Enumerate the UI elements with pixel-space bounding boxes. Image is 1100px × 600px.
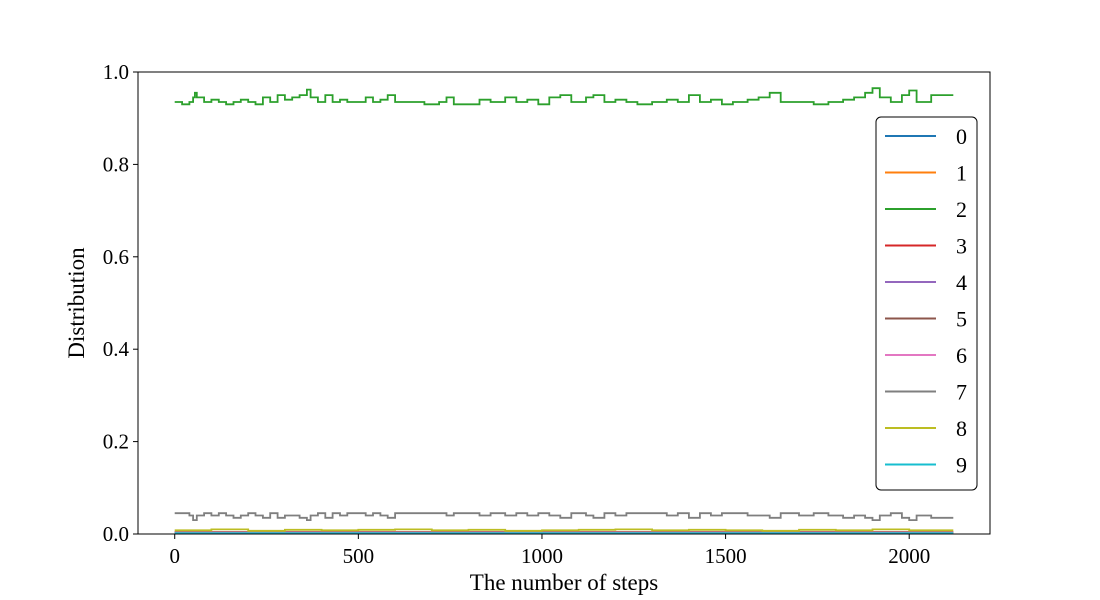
series-line-2 xyxy=(174,87,954,106)
y-axis-label: Distribution xyxy=(64,247,89,359)
y-tick-label: 0.6 xyxy=(103,245,129,269)
x-tick-label: 1000 xyxy=(521,544,563,568)
series-layer xyxy=(174,87,954,534)
x-axis-label: The number of steps xyxy=(470,570,658,595)
legend-label-5: 5 xyxy=(956,307,967,332)
legend-label-2: 2 xyxy=(956,197,967,222)
legend-label-8: 8 xyxy=(956,416,967,441)
y-tick-label: 0.8 xyxy=(103,152,129,176)
series-line-8 xyxy=(174,528,954,532)
legend-label-9: 9 xyxy=(956,453,967,478)
x-tick-label: 500 xyxy=(343,544,375,568)
series-line-7 xyxy=(174,512,954,521)
y-tick-label: 0.2 xyxy=(103,430,129,454)
legend-label-7: 7 xyxy=(956,380,967,405)
x-tick-label: 0 xyxy=(169,544,180,568)
legend-box xyxy=(875,116,978,491)
x-tick-label: 2000 xyxy=(888,544,930,568)
legend-label-0: 0 xyxy=(956,124,967,149)
y-tick-label: 1.0 xyxy=(103,60,129,84)
legend-label-6: 6 xyxy=(956,343,967,368)
x-tick-label: 1500 xyxy=(705,544,747,568)
y-tick-label: 0.4 xyxy=(103,337,130,361)
legend-label-1: 1 xyxy=(956,161,967,186)
plot-frame xyxy=(137,71,991,535)
x-axis-ticks: 0 500 1000 1500 2000 xyxy=(169,534,930,568)
y-axis-ticks: 0.0 0.2 0.4 0.6 0.8 1.0 xyxy=(103,60,138,546)
y-tick-label: 0.0 xyxy=(103,522,129,546)
legend-label-3: 3 xyxy=(956,234,967,259)
legend: 0 1 2 3 4 5 6 7 8 9 xyxy=(875,116,978,491)
legend-label-4: 4 xyxy=(956,270,967,295)
